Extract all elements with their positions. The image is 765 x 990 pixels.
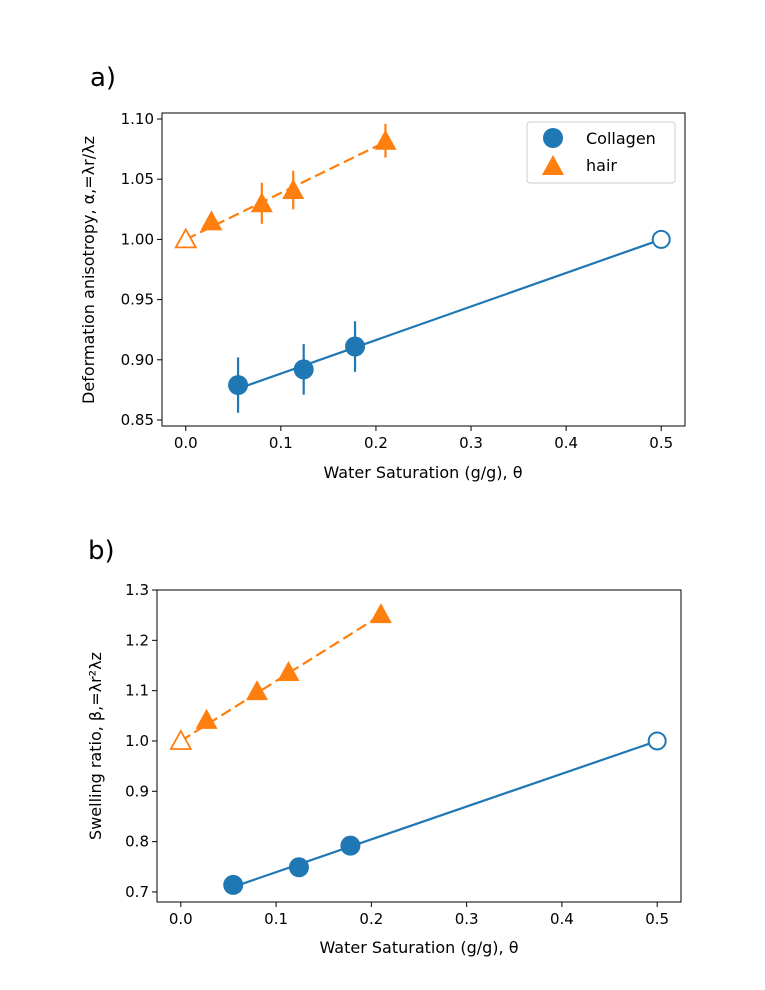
collagen-open-point [651,229,671,249]
panel-a-data [174,123,671,413]
legend-hair-marker [542,155,564,175]
y-tick-label: 0.90 [121,351,154,369]
panel-b-plot-frame [156,589,682,903]
y-tick-label: 0.85 [121,411,154,429]
y-tick-label: 0.8 [125,833,149,851]
hair-point [195,708,218,729]
panel-a-x-ticks: 0.0 0.1 0.2 0.3 0.4 0.5 [174,426,673,452]
hair-point [374,129,397,150]
y-tick-label: 0.9 [125,782,149,800]
panel-b-data [169,603,667,895]
panel-b-x-ticks: 0.0 0.1 0.2 0.3 0.4 0.5 [169,902,669,928]
y-tick-label: 1.05 [121,170,154,188]
panel-a-plot-frame [161,112,686,427]
legend-hair-label: hair [586,156,617,175]
panel-a-x-axis-label: Water Saturation (g/g), θ [323,463,522,482]
panel-a-label: a) [90,63,116,93]
panel-a-legend: Collagen hair [526,121,676,184]
collagen-point [288,857,309,878]
y-tick-label: 1.0 [125,732,149,750]
y-tick-label: 1.1 [125,682,149,700]
y-tick-label: 1.3 [125,581,149,599]
panel-a-y-axis-label: Deformation anisotropy, α,=λr/λz [79,136,98,404]
legend-box [526,121,676,184]
panel-b-y-axis-label: Swelling ratio, β,=λr²λz [86,652,105,840]
y-tick-label: 1.2 [125,631,149,649]
x-tick-label: 0.2 [364,434,388,452]
x-tick-label: 0.1 [264,910,288,928]
hair-point [250,192,273,213]
x-tick-label: 0.3 [459,434,483,452]
panel-b-label: b) [88,536,115,566]
x-tick-label: 0.4 [554,434,578,452]
collagen-point [228,375,249,396]
hair-point [246,680,269,701]
x-tick-label: 0.0 [169,910,193,928]
panel-a: a) 0.0 0.1 0.2 0.3 0.4 0.5 0.85 0.90 0.95 1.00 1.… [79,63,686,482]
y-tick-label: 1.00 [121,230,154,248]
panel-b-x-axis-label: Water Saturation (g/g), θ [319,938,518,957]
collagen-open-point [647,731,667,751]
collagen-point [345,336,366,357]
collagen-point [293,359,314,380]
x-tick-label: 0.5 [649,434,673,452]
y-tick-label: 1.10 [121,110,154,128]
x-tick-label: 0.3 [455,910,479,928]
x-tick-label: 0.2 [359,910,383,928]
y-tick-label: 0.95 [121,291,154,309]
x-tick-label: 0.0 [174,434,198,452]
panel-b: b) 0.0 0.1 0.2 0.3 0.4 0.5 0.7 0.8 0.9 1.0 1.1 1.2… [86,536,682,957]
panel-b-y-ticks: 0.7 0.8 0.9 1.0 1.1 1.2 1.3 [125,581,157,901]
hair-open-point [169,729,193,750]
hair-open-point [174,227,198,249]
panel-a-y-ticks: 0.85 0.90 0.95 1.00 1.05 1.10 [121,110,162,429]
y-tick-label: 0.7 [125,883,149,901]
x-tick-label: 0.5 [645,910,669,928]
hair-point [277,661,300,682]
x-tick-label: 0.4 [550,910,574,928]
x-tick-label: 0.1 [269,434,293,452]
hair-fit-line [185,140,386,241]
legend-collagen-label: Collagen [586,129,656,148]
collagen-point [223,874,244,895]
hair-point [200,210,223,231]
legend-collagen-marker [543,128,563,148]
collagen-point [340,835,361,856]
hair-point [282,179,305,200]
hair-point [369,603,392,624]
